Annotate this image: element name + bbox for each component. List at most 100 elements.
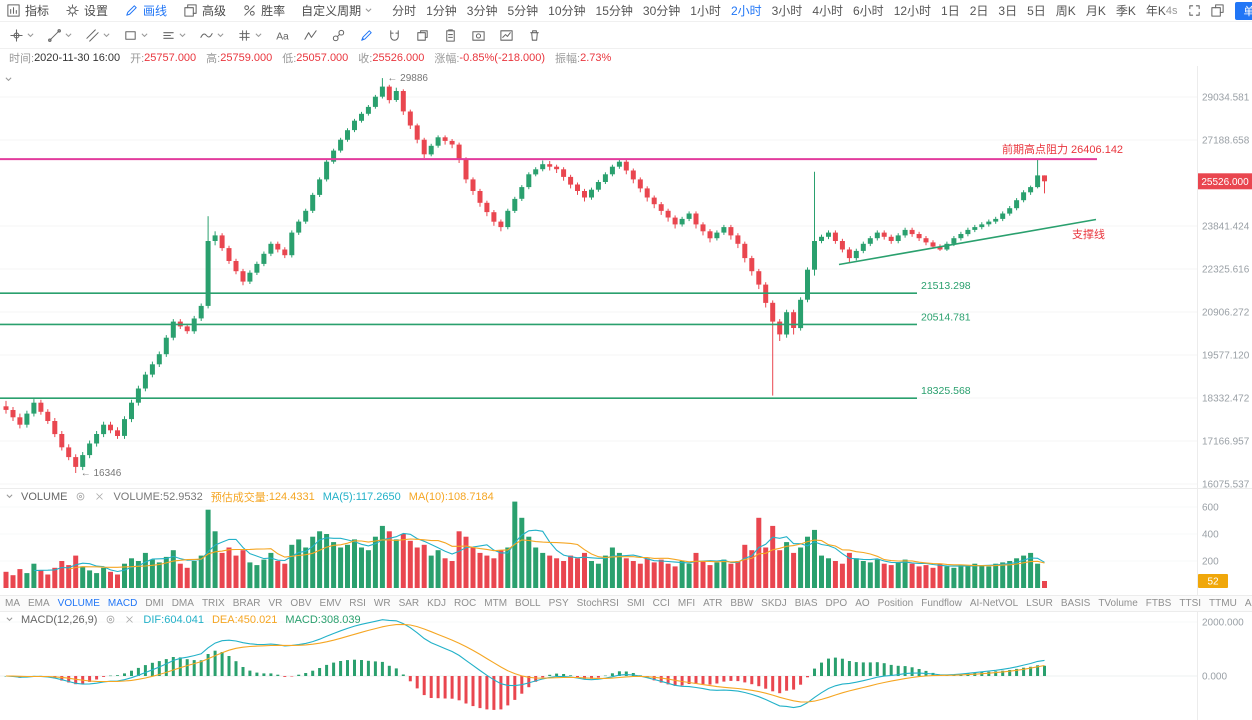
shape-tool[interactable] bbox=[123, 28, 148, 43]
window-mode-button[interactable]: 单窗口 bbox=[1235, 1, 1252, 20]
macd-collapse-icon[interactable] bbox=[6, 617, 13, 622]
tab-DMA[interactable]: DMA bbox=[171, 598, 194, 609]
tab-ATR[interactable]: ATR bbox=[703, 598, 723, 609]
timeframe-20[interactable]: 年K bbox=[1145, 4, 1166, 18]
tab-TVolume[interactable]: TVolume bbox=[1098, 598, 1138, 609]
timeframe-13[interactable]: 1日 bbox=[941, 4, 960, 18]
tab-OBV[interactable]: OBV bbox=[290, 598, 312, 609]
brush-tool[interactable] bbox=[359, 28, 374, 43]
clipboard-tool[interactable] bbox=[443, 28, 458, 43]
snapshot-tool[interactable] bbox=[471, 28, 486, 43]
svg-text:← 16346: ← 16346 bbox=[81, 468, 122, 479]
timeframe-17[interactable]: 周K bbox=[1055, 4, 1076, 18]
timeframe-5[interactable]: 15分钟 bbox=[595, 4, 633, 18]
macd-settings-icon[interactable] bbox=[105, 614, 116, 625]
tab-LSUR[interactable]: LSUR bbox=[1026, 598, 1053, 609]
tab-CCI[interactable]: CCI bbox=[652, 598, 670, 609]
menu-indicators[interactable]: 指标 bbox=[6, 2, 49, 19]
tab-MTM[interactable]: MTM bbox=[484, 598, 508, 609]
chart-canvas[interactable]: 21513.298 20514.781 18325.568 前期高点阻力 26406.… bbox=[0, 66, 1252, 720]
timeframe-1[interactable]: 1分钟 bbox=[426, 4, 457, 18]
tab-Position[interactable]: Position bbox=[877, 598, 914, 609]
tab-TRIX[interactable]: TRIX bbox=[201, 598, 225, 609]
tab-BBW[interactable]: BBW bbox=[730, 598, 754, 609]
tab-MFI[interactable]: MFI bbox=[677, 598, 696, 609]
tab-SMI[interactable]: SMI bbox=[626, 598, 645, 609]
tab-BIAS[interactable]: BIAS bbox=[794, 598, 818, 609]
tab-StochRSI[interactable]: StochRSI bbox=[576, 598, 619, 609]
tab-EMA[interactable]: EMA bbox=[28, 598, 50, 609]
tab-MACD[interactable]: MACD bbox=[107, 598, 138, 609]
tab-AI-BSI[interactable]: AI-BSI bbox=[1244, 598, 1252, 609]
timeframe-16[interactable]: 5日 bbox=[1027, 4, 1046, 18]
macd-pane-title[interactable]: MACD(12,26,9) bbox=[21, 613, 98, 626]
tab-TTSI[interactable]: TTSI bbox=[1179, 598, 1202, 609]
timeframe-6[interactable]: 30分钟 bbox=[642, 4, 681, 18]
timeframe-7[interactable]: 1小时 bbox=[690, 4, 721, 18]
tab-AI-NetVOL[interactable]: AI-NetVOL bbox=[969, 598, 1019, 609]
timeframe-8[interactable]: 2小时 bbox=[730, 4, 762, 18]
tab-SAR[interactable]: SAR bbox=[398, 598, 420, 609]
menu-draw[interactable]: 画线 bbox=[124, 2, 167, 19]
parallel-channel-tool[interactable] bbox=[85, 28, 110, 43]
menu-winrate[interactable]: 胜率 bbox=[242, 2, 285, 19]
timeframe-9[interactable]: 3小时 bbox=[771, 4, 803, 18]
crosshair-tool[interactable] bbox=[9, 28, 34, 43]
tab-EMV[interactable]: EMV bbox=[319, 598, 342, 609]
export-tool[interactable] bbox=[499, 28, 514, 43]
tab-DPO[interactable]: DPO bbox=[825, 598, 848, 609]
tab-RSI[interactable]: RSI bbox=[349, 598, 366, 609]
menu-settings[interactable]: 设置 bbox=[65, 2, 108, 19]
fullscreen-icon-button[interactable] bbox=[1187, 3, 1202, 18]
tab-BRAR[interactable]: BRAR bbox=[232, 598, 261, 609]
popup-icon-button[interactable] bbox=[1210, 3, 1225, 18]
magnet-tool[interactable] bbox=[387, 28, 402, 43]
timeframe-10[interactable]: 4小时 bbox=[812, 4, 843, 18]
timeframe-14[interactable]: 2日 bbox=[969, 4, 989, 18]
copy-tool[interactable] bbox=[415, 28, 430, 43]
macd-close-icon[interactable] bbox=[124, 614, 135, 625]
trendline-tool[interactable] bbox=[47, 28, 72, 43]
volume-close-icon[interactable] bbox=[94, 491, 105, 502]
tab-DMI[interactable]: DMI bbox=[145, 598, 164, 609]
gann-grid-tool[interactable] bbox=[237, 28, 262, 43]
text-tool[interactable]: Aa bbox=[275, 28, 290, 43]
tab-Fundflow[interactable]: Fundflow bbox=[921, 598, 962, 609]
last-volume-badge bbox=[1198, 574, 1228, 588]
tab-KDJ[interactable]: KDJ bbox=[427, 598, 447, 609]
delete-tool[interactable] bbox=[527, 28, 542, 43]
tab-BOLL[interactable]: BOLL bbox=[515, 598, 541, 609]
timeframe-15[interactable]: 3日 bbox=[998, 4, 1018, 18]
volume-collapse-icon[interactable] bbox=[6, 494, 13, 499]
tab-BASIS[interactable]: BASIS bbox=[1060, 598, 1091, 609]
custom-period-dropdown[interactable]: 自定义周期 bbox=[301, 2, 372, 19]
tab-VOLUME[interactable]: VOLUME bbox=[57, 598, 100, 609]
tab-FTBS[interactable]: FTBS bbox=[1145, 598, 1172, 609]
tab-VR[interactable]: VR bbox=[268, 598, 283, 609]
volume-settings-icon[interactable] bbox=[75, 491, 86, 502]
tab-TTMU[interactable]: TTMU bbox=[1209, 598, 1237, 609]
timeframe-19[interactable]: 季K bbox=[1115, 4, 1136, 18]
tab-WR[interactable]: WR bbox=[373, 598, 391, 609]
timeframe-4[interactable]: 10分钟 bbox=[548, 4, 586, 18]
timeframe-3[interactable]: 5分钟 bbox=[507, 4, 539, 18]
segment-tool[interactable] bbox=[161, 28, 186, 43]
timeframe-11[interactable]: 6小时 bbox=[853, 4, 884, 18]
tab-ROC[interactable]: ROC bbox=[454, 598, 477, 609]
menu-advanced[interactable]: 高级 bbox=[183, 2, 226, 19]
main-pane-collapse-icon[interactable] bbox=[5, 69, 12, 87]
timeframe-12[interactable]: 12小时 bbox=[893, 4, 932, 18]
timeframe-2[interactable]: 3分钟 bbox=[466, 4, 498, 18]
wave-tool[interactable] bbox=[199, 28, 224, 43]
tab-MA[interactable]: MA bbox=[5, 598, 20, 609]
tab-AO[interactable]: AO bbox=[855, 598, 870, 609]
volume-pane-title[interactable]: VOLUME bbox=[21, 490, 68, 503]
tab-SKDJ[interactable]: SKDJ bbox=[761, 598, 787, 609]
pattern-tool[interactable] bbox=[303, 28, 318, 43]
timeframe-18[interactable]: 月K bbox=[1085, 4, 1106, 18]
tab-PSY[interactable]: PSY bbox=[548, 598, 569, 609]
svg-text:29034.581: 29034.581 bbox=[1202, 93, 1250, 104]
svg-text:前期高点阻力 26406.142: 前期高点阻力 26406.142 bbox=[1002, 142, 1123, 156]
timeframe-0[interactable]: 分时 bbox=[392, 4, 417, 18]
link-tool[interactable] bbox=[331, 28, 346, 43]
